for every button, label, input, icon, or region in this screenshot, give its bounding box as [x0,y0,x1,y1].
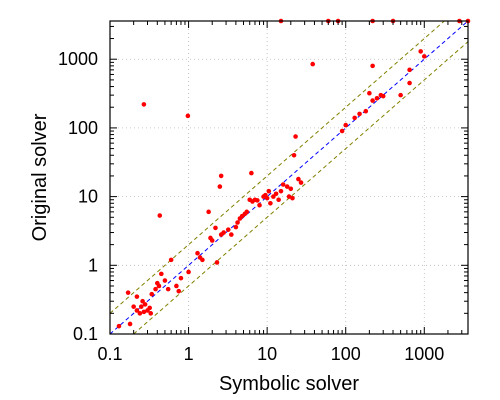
x-tick-label: 0.1 [97,344,122,364]
data-point [280,182,286,187]
x-tick-label: 10 [257,344,277,364]
data-point [229,232,234,237]
data-point [165,286,171,292]
data-point [407,80,412,86]
data-point [363,108,369,114]
data-point [273,191,279,197]
data-point [125,290,131,295]
data-point [264,195,270,201]
data-point [159,271,164,277]
data-point [290,195,295,201]
data-point [185,113,191,119]
data-point [257,202,262,208]
data-point [398,92,403,98]
data-point [178,275,184,281]
x-tick-labels: 0.1 1 10 100 1000 [97,344,444,364]
y-tick-labels: 0.1 1 10 100 1000 [58,49,98,344]
data-point [374,95,380,101]
data-point [200,257,205,263]
data-point [296,176,301,182]
data-point [293,134,298,139]
reference-line [109,20,469,335]
data-point [209,238,215,243]
data-point [195,250,200,256]
data-point [370,98,375,103]
data-point [310,61,316,67]
data-point [407,67,412,73]
data-point [268,200,273,206]
data-point [418,49,423,54]
data-point [142,302,148,307]
data-point [149,291,155,297]
data-point [148,311,154,316]
data-point [140,298,145,304]
plot-frame [109,20,469,335]
data-point [141,309,147,315]
data-point [141,102,147,107]
x-tick-label: 1000 [404,344,444,364]
data-point [116,323,122,329]
data-point [298,180,304,185]
data-point [127,321,133,327]
data-point [357,111,362,117]
y-tick-label: 1000 [58,49,98,69]
data-point [137,311,143,316]
data-point [343,122,349,128]
data-point [176,288,182,294]
data-points [116,18,471,329]
x-tick-label: 100 [331,344,361,364]
axis-ticks [109,21,468,335]
data-point [134,308,140,313]
data-point [218,173,224,179]
data-point [421,54,427,59]
data-point [138,304,144,309]
data-point [153,286,158,292]
data-point [339,128,345,134]
grid-lines [110,21,468,334]
data-point [157,213,163,218]
y-tick-label: 0.1 [73,324,98,344]
data-point [266,188,272,194]
data-point [284,184,290,189]
data-point [134,294,140,299]
y-tick-label: 1 [88,255,98,275]
y-tick-label: 10 [78,187,98,207]
data-point [235,220,240,225]
data-point [186,269,191,275]
y-tick-label: 100 [68,118,98,138]
data-point [213,225,218,231]
x-axis-title: Symbolic solver [219,373,359,395]
reference-lines [109,20,469,335]
data-point [221,230,227,235]
data-point [291,152,297,158]
data-point [147,305,152,311]
reference-line [109,20,445,314]
data-point [214,260,220,265]
data-point [352,115,357,121]
data-point [370,63,375,69]
data-point [244,209,250,215]
data-point [276,197,281,203]
data-point [255,198,260,203]
data-point [288,186,294,192]
data-point [271,194,276,199]
data-point [168,257,174,263]
data-point [162,278,168,283]
y-axis-title: Original solver [29,113,51,241]
data-point [174,283,179,289]
data-point [367,90,372,96]
data-point [233,224,239,230]
data-point [380,93,386,99]
x-tick-label: 1 [184,344,194,364]
data-point [225,227,231,232]
data-point [156,283,162,289]
data-point [217,184,223,189]
data-point [131,304,136,309]
data-point [278,188,284,194]
reference-line [133,41,469,335]
data-point [249,170,254,176]
data-point [206,209,211,215]
